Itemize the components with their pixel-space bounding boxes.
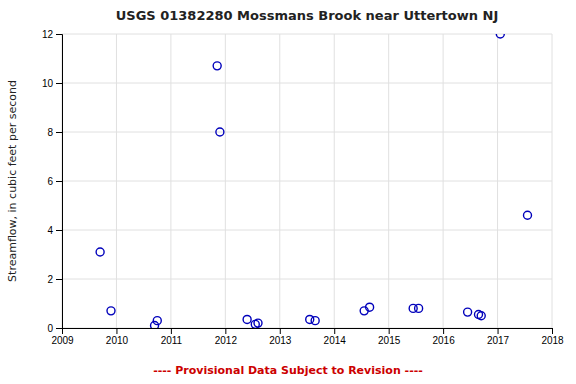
y-axis-line <box>56 35 63 329</box>
grid-line-y <box>62 279 552 280</box>
y-axis-tick: 10 <box>42 78 62 89</box>
x-axis-tick-label: 2011 <box>161 335 183 346</box>
point <box>524 211 532 219</box>
grid-line-y <box>62 83 552 84</box>
x-axis-tick-label: 2012 <box>215 335 238 346</box>
point <box>464 308 472 316</box>
x-axis-tick: 2017 <box>487 328 510 346</box>
grid-line-y <box>62 181 552 182</box>
x-axis-tick: 2010 <box>106 328 129 346</box>
y-axis-tick: 12 <box>42 29 62 40</box>
y-axis-tick-mark <box>56 34 62 35</box>
grid-line-y <box>62 34 552 35</box>
x-axis-tick-mark <box>498 328 499 334</box>
point <box>254 319 262 327</box>
point <box>216 128 224 136</box>
x-axis-tick: 2013 <box>269 328 292 346</box>
y-axis-tick: 8 <box>47 127 62 138</box>
point <box>243 315 251 323</box>
y-axis-tick-label: 4 <box>47 225 53 236</box>
x-axis-tick: 2012 <box>215 328 238 346</box>
y-axis-tick-mark <box>56 279 62 280</box>
points <box>96 34 531 328</box>
y-axis-tick-label: 6 <box>47 176 53 187</box>
x-axis-tick-label: 2017 <box>487 335 510 346</box>
x-axis-tick: 2009 <box>51 328 74 346</box>
y-axis-tick-label: 12 <box>42 29 54 40</box>
y-axis-tick: 4 <box>47 225 62 236</box>
point <box>311 317 319 325</box>
x-axis-tick-mark <box>443 328 444 334</box>
x-axis-tick: 2018 <box>541 328 564 346</box>
x-axis-tick-mark <box>171 328 172 334</box>
y-axis-tick-mark <box>56 230 62 231</box>
x-axis-tick-mark <box>389 328 390 334</box>
y-axis-tick: 2 <box>47 274 62 285</box>
plot-area: 2009201020112012201320142015201620172018… <box>42 29 564 346</box>
y-axis-tick: 0 <box>47 323 62 334</box>
y-axis-tick: 6 <box>47 176 62 187</box>
y-axis: 0 2 4 6 8 10 12 <box>42 29 63 334</box>
chart: 2009201020112012201320142015201620172018… <box>0 0 576 384</box>
x-axis-tick-mark <box>334 328 335 334</box>
point <box>415 304 423 312</box>
x-axis-tick: 2011 <box>161 328 183 346</box>
y-axis-tick-label: 2 <box>47 274 53 285</box>
y-axis-tick-label: 8 <box>47 127 53 138</box>
x-axis-tick-label: 2013 <box>269 335 292 346</box>
y-axis-tick-mark <box>56 132 62 133</box>
x-axis-tick: 2014 <box>324 328 347 346</box>
y-axis-tick-label: 10 <box>42 78 54 89</box>
y-axis-tick-mark <box>56 83 62 84</box>
y-axis-tick-label: 0 <box>47 323 53 334</box>
x-axis-tick-label: 2009 <box>51 335 74 346</box>
grid <box>62 34 552 328</box>
x-axis-tick-label: 2014 <box>324 335 347 346</box>
point <box>306 315 314 323</box>
grid-line-y <box>62 132 552 133</box>
point <box>496 34 504 38</box>
title: USGS 01382280 Mossmans Brook near Uttert… <box>116 8 499 23</box>
x-axis-tick-mark <box>280 328 281 334</box>
x-axis-tick: 2015 <box>378 328 401 346</box>
x-axis: 2009 2010 2011 2012 2013 2014 2015 2016 2017 2018 <box>51 328 564 346</box>
x-axis-tick-label: 2018 <box>541 335 564 346</box>
x-axis-line <box>63 329 553 335</box>
point <box>213 62 221 70</box>
x-axis-tick-mark <box>552 328 553 334</box>
x-axis-tick: 2016 <box>432 328 455 346</box>
grid-line-y <box>62 230 552 231</box>
point <box>107 307 115 315</box>
point <box>153 317 161 325</box>
point <box>366 303 374 311</box>
x-axis-tick-mark <box>116 328 117 334</box>
point <box>96 248 104 256</box>
y-axis-title: Streamflow, in cubic feet per second <box>6 80 19 282</box>
point <box>477 312 485 320</box>
x-axis-tick-mark <box>225 328 226 334</box>
y-axis-tick-mark <box>56 328 62 329</box>
x-axis-tick-label: 2010 <box>106 335 129 346</box>
x-axis-tick-label: 2016 <box>432 335 455 346</box>
x-axis-tick-label: 2015 <box>378 335 401 346</box>
y-axis-tick-mark <box>56 181 62 182</box>
footnote: ---- Provisional Data Subject to Revisio… <box>153 364 423 377</box>
